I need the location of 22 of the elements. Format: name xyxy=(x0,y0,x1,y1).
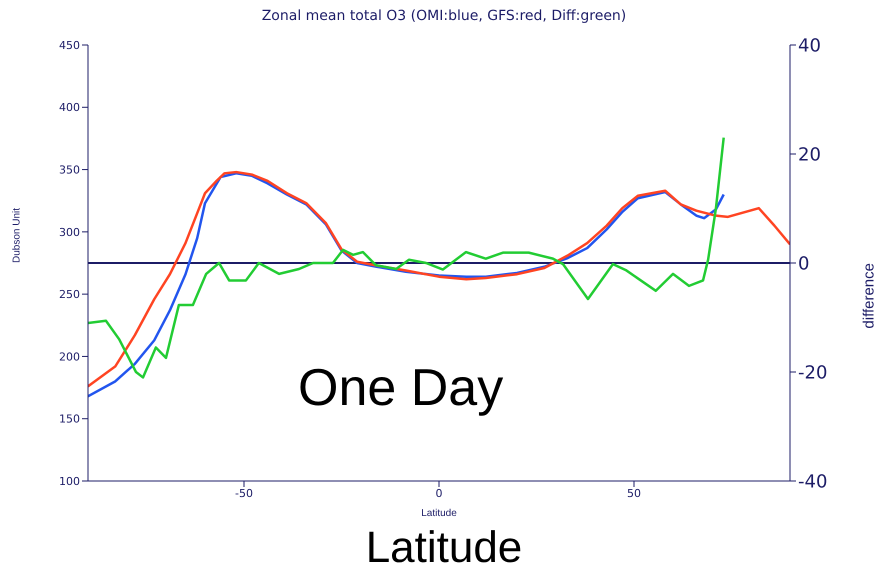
chart-title: Zonal mean total O3 (OMI:blue, GFS:red, Diff:green) xyxy=(260,8,628,24)
y2-tick-label: -40 xyxy=(798,471,828,492)
y-tick-label: 100 xyxy=(59,474,80,488)
y-tick-label: 150 xyxy=(59,412,80,426)
x-axis-title: Latitude xyxy=(421,508,458,519)
x-tick-label: 50 xyxy=(627,486,641,500)
y-tick-label: 300 xyxy=(59,226,80,239)
x-tick-label: 0 xyxy=(436,486,442,500)
y2-tick-label: 40 xyxy=(798,35,821,56)
y2-tick-label: 20 xyxy=(798,144,821,166)
y-axis-title: Dubson Unit xyxy=(12,208,23,263)
y-tick-label: 400 xyxy=(59,101,80,114)
y-tick-label: 250 xyxy=(59,288,80,302)
y-tick-label: 350 xyxy=(59,163,80,176)
y2-tick-label: 0 xyxy=(798,253,810,274)
y-tick-label: 450 xyxy=(59,38,80,52)
y2-tick-label: -20 xyxy=(798,362,828,384)
y2-axis-title: difference xyxy=(860,263,878,329)
y-tick-label: 200 xyxy=(59,350,80,364)
annotation: One Day xyxy=(298,358,504,418)
text: Latitude xyxy=(364,523,524,573)
x-tick-label: -50 xyxy=(235,486,253,500)
